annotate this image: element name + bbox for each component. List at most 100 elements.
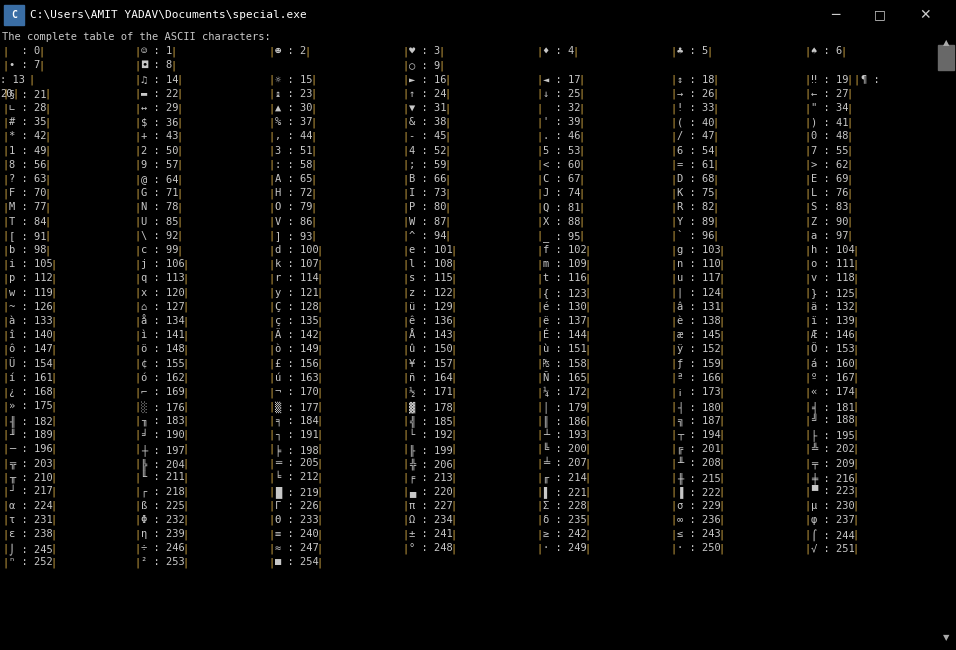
Text: ≈ : 247: ≈ : 247 — [275, 543, 318, 553]
Text: |: | — [450, 259, 457, 270]
Text: |: | — [183, 316, 189, 326]
Text: |: | — [2, 146, 9, 156]
Text: |: | — [670, 543, 676, 554]
Text: |: | — [670, 359, 676, 369]
Text: |: | — [854, 75, 860, 85]
Text: |: | — [847, 131, 853, 142]
Text: |: | — [311, 75, 317, 85]
Text: |: | — [268, 515, 274, 525]
Text: |: | — [670, 131, 676, 142]
Text: ╫ : 215: ╫ : 215 — [677, 472, 721, 484]
Text: |: | — [2, 543, 9, 554]
Text: G : 71: G : 71 — [141, 188, 179, 198]
Text: |: | — [134, 373, 141, 384]
Text: |: | — [585, 259, 591, 270]
Text: |: | — [713, 216, 719, 227]
Text: |: | — [402, 415, 408, 426]
Text: |: | — [2, 274, 9, 284]
Text: |: | — [268, 75, 274, 85]
Text: |: | — [134, 46, 141, 57]
Text: ─ : 196: ─ : 196 — [9, 444, 53, 454]
Text: Φ : 232: Φ : 232 — [141, 515, 185, 525]
Text: ¢ : 155: ¢ : 155 — [141, 359, 185, 369]
Text: = : 61: = : 61 — [677, 160, 714, 170]
Text: |: | — [670, 274, 676, 284]
Text: |: | — [134, 458, 141, 469]
Text: |: | — [450, 472, 457, 483]
Text: |: | — [853, 472, 858, 483]
Text: |: | — [853, 359, 858, 369]
Text: p : 112: p : 112 — [9, 274, 53, 283]
Text: |: | — [853, 415, 858, 426]
Text: |: | — [670, 458, 676, 469]
Text: |: | — [853, 316, 858, 326]
Text: ├ : 195: ├ : 195 — [811, 430, 855, 441]
Text: V : 86: V : 86 — [275, 216, 313, 227]
Text: |: | — [536, 359, 542, 369]
Text: |: | — [713, 202, 719, 213]
Text: |: | — [450, 302, 457, 312]
Text: |: | — [2, 359, 9, 369]
Text: |: | — [2, 202, 9, 213]
Text: É : 144: É : 144 — [543, 330, 587, 340]
Text: í : 161: í : 161 — [9, 373, 53, 383]
Text: |: | — [311, 146, 317, 156]
Text: 0 : 48: 0 : 48 — [811, 131, 849, 142]
Text: ┘ : 217: ┘ : 217 — [9, 486, 53, 497]
Text: M : 77: M : 77 — [9, 202, 47, 213]
Text: |: | — [670, 330, 676, 341]
Text: ┴ : 193: ┴ : 193 — [543, 430, 587, 439]
Text: ⁿ : 252: ⁿ : 252 — [9, 558, 53, 567]
Text: |: | — [450, 444, 457, 454]
Text: |: | — [585, 274, 591, 284]
Text: |: | — [719, 359, 725, 369]
Text: |: | — [45, 188, 51, 199]
Text: |: | — [450, 316, 457, 326]
Text: φ : 237: φ : 237 — [811, 515, 855, 525]
Text: ▲: ▲ — [943, 38, 949, 47]
Text: |: | — [51, 359, 57, 369]
Text: ╥ : 210: ╥ : 210 — [9, 472, 53, 483]
Text: ù : 151: ù : 151 — [543, 344, 587, 354]
Text: |: | — [134, 472, 141, 483]
Text: |: | — [2, 216, 9, 227]
Text: P : 80: P : 80 — [409, 202, 446, 213]
Text: |: | — [536, 202, 542, 213]
Text: |: | — [439, 60, 445, 71]
Text: ▌ : 221: ▌ : 221 — [543, 486, 587, 499]
Text: 9 : 57: 9 : 57 — [141, 160, 179, 170]
Text: |: | — [847, 216, 853, 227]
Text: |: | — [853, 387, 858, 398]
Text: ≡ : 240: ≡ : 240 — [275, 529, 318, 539]
Text: |: | — [177, 188, 183, 199]
Text: |: | — [311, 89, 317, 99]
Text: |: | — [134, 274, 141, 284]
Text: |: | — [578, 117, 585, 127]
Text: ( : 40: ( : 40 — [677, 117, 714, 127]
Text: |: | — [719, 316, 725, 326]
Text: : 0: : 0 — [9, 46, 40, 56]
Text: |: | — [183, 415, 189, 426]
Text: Γ : 226: Γ : 226 — [275, 500, 318, 511]
Text: e : 101: e : 101 — [409, 245, 453, 255]
Text: |: | — [316, 344, 323, 355]
Text: C: C — [11, 10, 17, 20]
Text: 5 : 53: 5 : 53 — [543, 146, 580, 155]
Text: |: | — [536, 415, 542, 426]
Text: |: | — [402, 117, 408, 127]
Text: |: | — [804, 458, 811, 469]
Text: |: | — [39, 60, 45, 71]
Text: |: | — [450, 458, 457, 469]
Text: |: | — [853, 444, 858, 454]
Text: |: | — [585, 245, 591, 255]
Text: |: | — [706, 46, 713, 57]
Text: |: | — [719, 500, 725, 511]
Text: |: | — [719, 344, 725, 355]
Text: Z : 90: Z : 90 — [811, 216, 849, 227]
Text: |: | — [585, 359, 591, 369]
Text: |: | — [183, 558, 189, 568]
Text: 4 : 52: 4 : 52 — [409, 146, 446, 155]
Text: |: | — [177, 146, 183, 156]
Text: ╙ : 211: ╙ : 211 — [141, 472, 185, 482]
Text: |: | — [804, 75, 811, 85]
